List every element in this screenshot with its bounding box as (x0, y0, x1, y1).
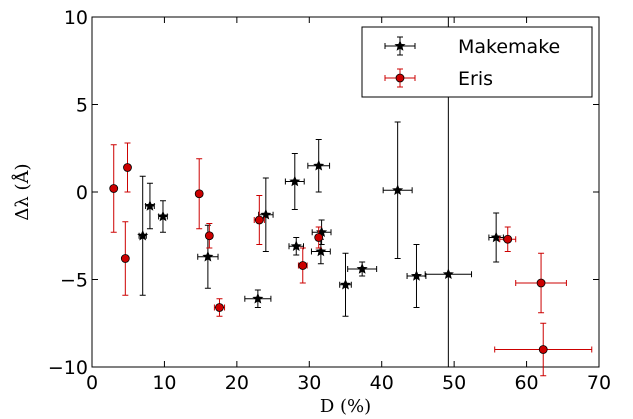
legend: Makemake Eris (361, 26, 593, 98)
makemake-marker (289, 175, 301, 187)
eris-marker (298, 261, 308, 270)
makemake-marker (290, 240, 302, 251)
eris-point (253, 195, 265, 245)
eris-point (194, 158, 204, 230)
eris-point (314, 226, 324, 249)
eris-point (123, 142, 132, 193)
makemake-point (157, 200, 169, 233)
makemake-marker (442, 268, 454, 279)
x-axis-label: D (%) (320, 396, 371, 417)
makemake-point (406, 244, 427, 308)
x-tick-label: 30 (297, 372, 321, 394)
y-tick-label: 0 (76, 182, 88, 204)
x-tick-label: 40 (370, 372, 394, 394)
makemake-marker (137, 229, 149, 241)
eris-marker (314, 233, 324, 242)
makemake-marker (157, 210, 169, 222)
eris-point (494, 322, 593, 377)
eris-marker (109, 184, 119, 193)
makemake-marker (313, 159, 325, 171)
makemake-point (244, 289, 272, 308)
makemake-marker (315, 245, 327, 257)
x-tick-label: 50 (442, 372, 466, 394)
legend-marker-eris (395, 73, 405, 83)
y-tick-label: −5 (60, 270, 88, 292)
makemake-marker (356, 263, 368, 274)
legend-marker-makemake (394, 40, 406, 51)
makemake-marker (490, 231, 502, 243)
eris-marker (254, 215, 264, 225)
eris-point (120, 221, 130, 296)
eris-marker (194, 189, 204, 199)
x-tick-label: 60 (514, 372, 538, 394)
x-tick-label: 20 (225, 372, 249, 394)
legend-label-makemake: Makemake (458, 36, 560, 58)
y-tick-label: 5 (76, 95, 88, 117)
x-tick-label: 70 (587, 372, 611, 394)
y-tick-label: 10 (64, 7, 88, 29)
legend-label-eris: Eris (458, 68, 493, 90)
y-axis-label: Δλ (Å) (11, 163, 33, 220)
makemake-point (284, 153, 305, 210)
makemake-point (424, 268, 473, 279)
eris-marker (536, 278, 546, 288)
eris-point (499, 226, 517, 252)
eris-point (213, 298, 226, 317)
makemake-point (310, 238, 331, 265)
eris-point (515, 252, 567, 314)
eris-marker (503, 234, 513, 244)
makemake-point (347, 261, 378, 277)
makemake-marker (410, 270, 422, 281)
makemake-point (258, 177, 274, 252)
eris-marker (538, 345, 548, 354)
makemake-point (339, 252, 352, 317)
makemake-point (288, 237, 304, 256)
makemake-marker (202, 250, 214, 262)
eris-point (204, 223, 214, 249)
makemake-point (311, 219, 332, 245)
makemake-point (307, 139, 331, 193)
x-tick-label: 0 (86, 372, 98, 394)
makemake-marker (260, 208, 272, 220)
makemake-point (144, 182, 156, 230)
makemake-marker (144, 200, 156, 211)
series-makemake (137, 121, 504, 317)
eris-marker (215, 303, 224, 312)
y-tick-label: −10 (48, 357, 88, 379)
legend-item-eris: Eris (384, 68, 493, 90)
makemake-marker (339, 278, 352, 290)
tick-labels: 0 10 20 30 40 50 60 70 −10 −5 0 5 10 (48, 7, 611, 394)
data-marks (109, 121, 593, 377)
eris-marker (204, 231, 214, 241)
makemake-marker (252, 292, 264, 304)
makemake-marker (392, 184, 404, 195)
eris-marker (123, 163, 132, 172)
eris-point (297, 247, 308, 284)
makemake-point (382, 121, 413, 259)
series-eris (109, 142, 593, 377)
axis-ticks (91, 16, 600, 368)
eris-marker (120, 254, 130, 263)
makemake-point (137, 175, 149, 296)
eris-point (109, 144, 119, 233)
makemake-point (488, 212, 504, 263)
legend-item-makemake: Makemake (384, 36, 560, 58)
x-tick-label: 10 (152, 372, 176, 394)
